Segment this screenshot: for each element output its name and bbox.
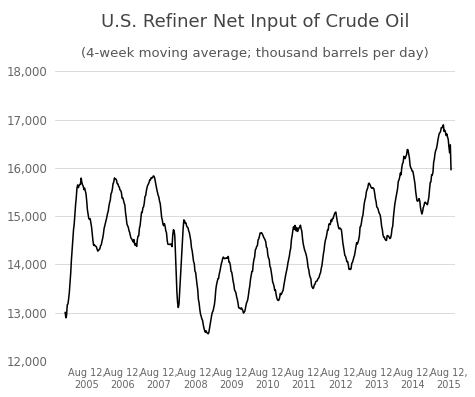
Text: (4-week moving average; thousand barrels per day): (4-week moving average; thousand barrels…: [81, 47, 429, 60]
Text: U.S. Refiner Net Input of Crude Oil: U.S. Refiner Net Input of Crude Oil: [101, 13, 409, 31]
